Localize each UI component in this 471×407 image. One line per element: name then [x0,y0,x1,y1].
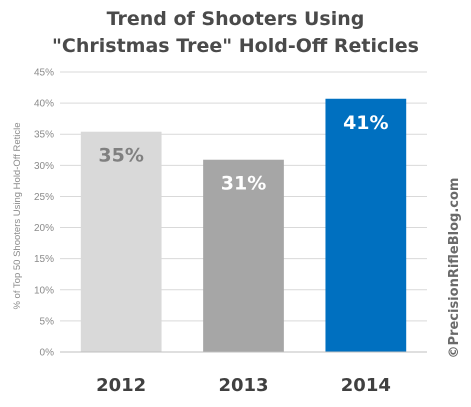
y-tick-label: 15% [34,254,54,265]
y-tick-label: 35% [34,130,54,141]
bar-2014 [325,98,407,352]
y-axis-label: % of Top 50 Shooters Using Hold-Off Reti… [12,122,23,309]
data-label-2012: 35% [98,145,143,167]
y-tick-label: 25% [34,192,54,203]
y-tick-label: 30% [34,161,54,172]
y-tick-label: 5% [40,316,55,327]
y-tick-label: 0% [40,348,55,359]
data-label-2013: 31% [221,173,266,195]
y-tick-label: 20% [34,223,54,234]
x-category-label: 2012 [96,375,146,396]
chart-title: Trend of Shooters Using "Christmas Tree"… [0,6,471,60]
y-tick-label: 45% [34,68,54,79]
chart-title-line-1: Trend of Shooters Using [106,8,365,30]
data-label-2014: 41% [343,112,388,134]
x-category-label: 2014 [341,375,391,396]
y-tick-label: 10% [34,285,54,296]
x-category-label: 2013 [218,375,268,396]
bars: 35% 31% 41% [80,98,407,352]
y-tick-label: 40% [34,99,54,110]
watermark-text: ©PrecisionRifleBlog.com [447,178,462,359]
x-axis-categories: 2012 2013 2014 [96,375,391,396]
y-axis-ticks: 0% 5% 10% 15% 20% 25% 30% 35% 40% 45% [34,68,54,359]
bar-2013 [203,159,284,352]
bar-2012 [80,131,162,352]
chart-title-line-2: "Christmas Tree" Hold-Off Reticles [52,35,419,57]
